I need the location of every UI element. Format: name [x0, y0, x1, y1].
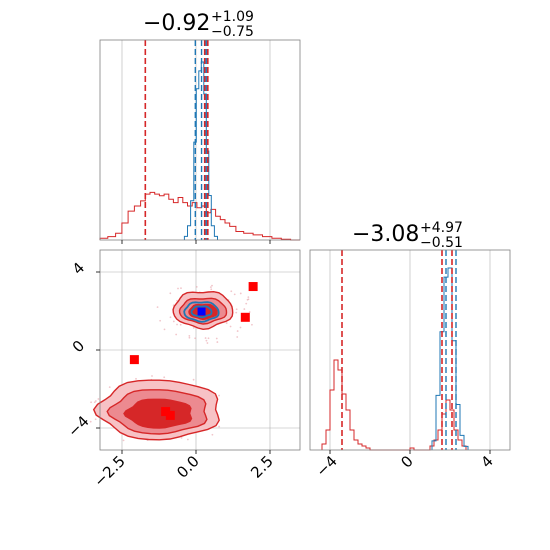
title-upper: +1.09 [211, 9, 254, 25]
histogram-blue [183, 61, 218, 240]
scatter-point [230, 290, 233, 293]
scatter-point [175, 333, 178, 336]
title-lower: −0.75 [211, 24, 254, 40]
scatter-point [209, 286, 212, 289]
scatter-point [177, 287, 179, 290]
scatter-point [89, 420, 92, 423]
scatter-point [251, 323, 253, 326]
frame-top-left [99, 39, 301, 241]
scatter-point [180, 287, 182, 290]
marker-blue [197, 307, 206, 316]
y-tick-label: 4 [69, 259, 88, 278]
title-value: −3.08 [352, 222, 419, 247]
histogram-blue [431, 267, 469, 450]
contours [92, 290, 234, 441]
contour-level [190, 305, 213, 319]
marker-red [240, 312, 250, 322]
scatter-point [211, 284, 213, 287]
title-bottom-right: −3.08 [352, 222, 419, 247]
scatter-point [159, 319, 162, 322]
scatter-point [245, 302, 248, 305]
scatter-point [169, 292, 172, 295]
scatter-point [195, 285, 198, 288]
scatter-point [163, 376, 166, 379]
x-tick-label: 2.5 [247, 452, 277, 482]
scatter-point [192, 378, 195, 381]
marker-red [129, 355, 139, 365]
title-top-left: −0.92 [143, 11, 210, 36]
panel-bottom-right: −4 0 4 −3.08 +4.97 −0.51 [309, 220, 511, 480]
scatter-point [215, 337, 218, 340]
contour-level [183, 301, 220, 323]
scatter-point [247, 298, 250, 301]
scatter-point [229, 325, 232, 328]
scatter-point [218, 425, 221, 428]
scatter-point [169, 316, 172, 319]
scatter-point [218, 394, 220, 397]
markers [129, 282, 258, 420]
scatter-point [206, 342, 209, 344]
x-tick-label: −2.5 [90, 452, 128, 490]
scatter-point [192, 326, 195, 329]
scatter-point [90, 401, 92, 404]
scatter-point [186, 438, 189, 441]
scatter-point [93, 401, 96, 404]
histograms-top-left [99, 61, 300, 241]
marker-red [248, 282, 258, 292]
scatter-point [180, 436, 183, 439]
x-tick-label: 4 [477, 452, 496, 471]
scatter-point [122, 439, 125, 442]
x-tick-label: 0.0 [173, 452, 203, 482]
scatter-point [194, 337, 197, 340]
marker-red [161, 407, 171, 417]
scatter-point [243, 308, 246, 310]
scatter-point [239, 326, 242, 329]
title-lower: −0.51 [420, 235, 463, 251]
scatter-point [172, 320, 175, 323]
scatter-point [156, 306, 159, 309]
panel-top-left: −0.92 +1.09 −0.75 [99, 9, 301, 244]
scatter-point [163, 328, 166, 331]
scatter-point [207, 337, 210, 340]
scatter-point [205, 339, 208, 342]
scatter-point [188, 335, 191, 337]
scatter-point [248, 311, 251, 313]
panel-bottom-left: −2.5 0.0 2.5 4 0 −4 [64, 249, 301, 491]
scatter-point [135, 377, 137, 380]
scatter-point [94, 400, 97, 402]
scatter-point [235, 308, 238, 311]
histogram-red [99, 191, 300, 241]
scatter-point [239, 292, 242, 295]
scatter-point [94, 418, 97, 421]
scatter-point [179, 323, 182, 326]
scatter-point [235, 311, 238, 314]
scatter-point [247, 296, 250, 299]
scatter-point [236, 336, 239, 338]
quantile-lines-top-left [144, 40, 209, 240]
scatter-point [233, 293, 236, 296]
scatter-point [216, 341, 219, 343]
scatter-point [225, 322, 228, 324]
scatter-point [210, 288, 213, 291]
scatter-point [204, 337, 207, 339]
x-tick-label: 0 [397, 452, 416, 471]
marker-red [165, 410, 175, 420]
scatter-point [236, 330, 239, 332]
quantile-lines-bottom-right [341, 250, 457, 450]
histogram-red [321, 359, 467, 451]
title-upper: +4.97 [420, 220, 463, 236]
scatter-point [211, 433, 214, 436]
scatter-point [97, 398, 100, 400]
scatter-point [176, 323, 178, 326]
title-value: −0.92 [143, 11, 210, 36]
y-tick-label: −4 [64, 412, 92, 440]
y-tick-label: 0 [69, 337, 88, 356]
contour-level [123, 398, 193, 429]
scatter-point [108, 386, 111, 389]
scatter-point [151, 375, 153, 377]
scatter-point [188, 336, 191, 339]
x-tick-label: −4 [312, 452, 340, 480]
